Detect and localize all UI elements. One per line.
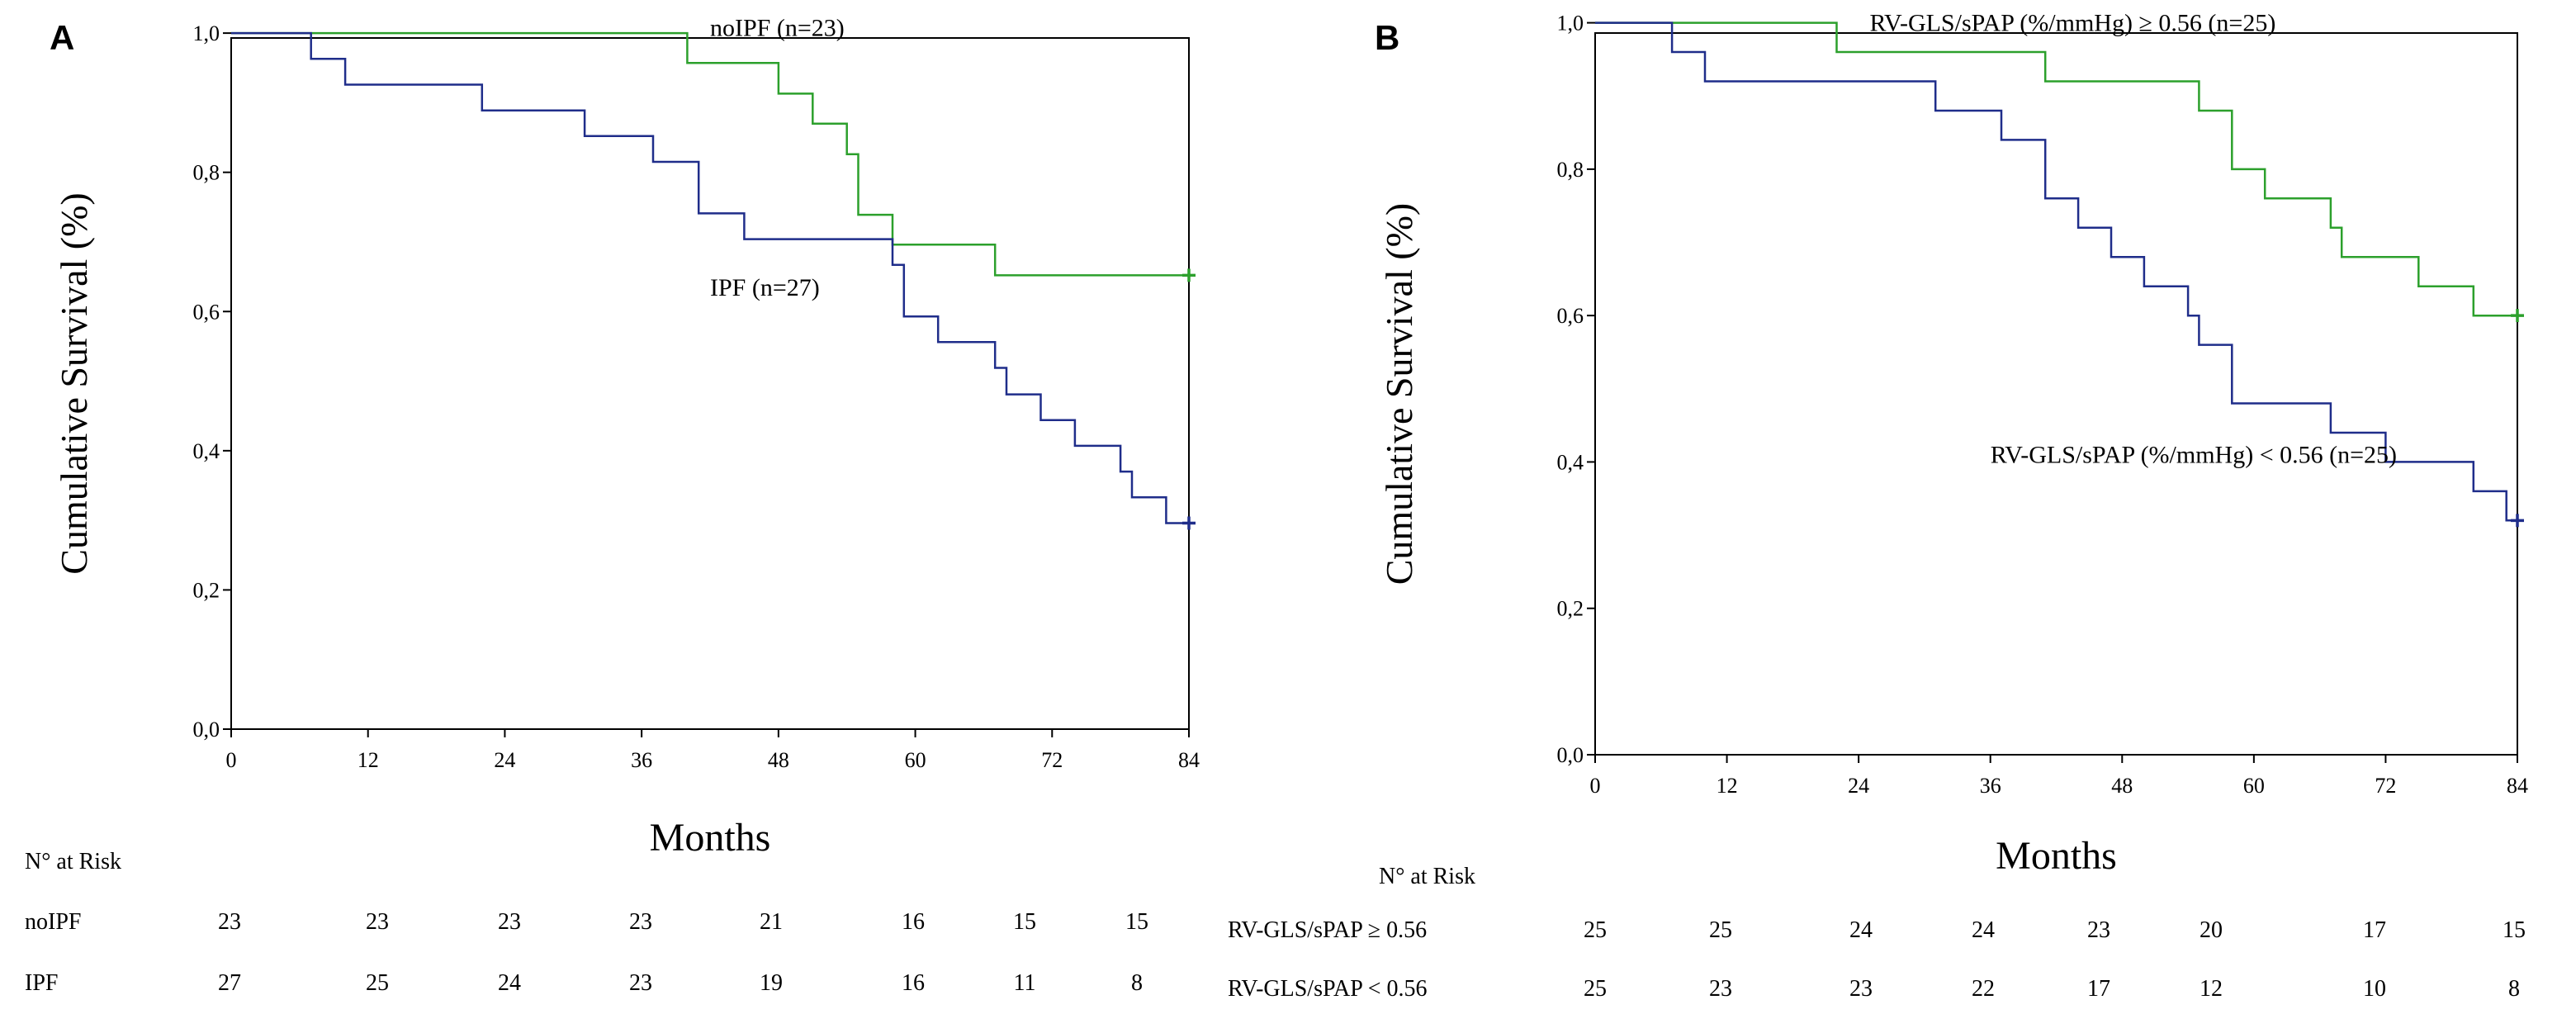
- y-axis-title: Cumulative Survival (%): [53, 192, 95, 574]
- risk-value: 19: [760, 970, 783, 996]
- risk-value: 25: [1584, 917, 1607, 943]
- risk-row-label: RV-GLS/sPAP < 0.56: [1228, 976, 1428, 1002]
- risk-value: 23: [629, 970, 652, 996]
- risk-value: 23: [498, 909, 521, 935]
- risk-value: 17: [2363, 917, 2386, 943]
- x-axis-title: Months: [650, 816, 771, 860]
- risk-value: 16: [902, 970, 925, 996]
- risk-value: 8: [2508, 976, 2520, 1002]
- y-tick-label: 0,8: [193, 161, 220, 185]
- risk-table-title: N° at Risk: [1379, 864, 1475, 889]
- panel-label: B: [1375, 18, 1399, 57]
- y-tick-label: 1,0: [1557, 12, 1584, 36]
- x-tick-label: 72: [2375, 774, 2396, 798]
- risk-value: 15: [1125, 909, 1148, 935]
- survival-curve-0: [231, 31, 1189, 277]
- x-axis-title: Months: [1996, 834, 2117, 878]
- survival-curve-1: [1595, 21, 2517, 522]
- chart-panel-a: A 0,0 0,2 0,4 0,6 0,8 1,0 0 12 24 36 48 60 72 84 Cumula…: [25, 14, 1200, 996]
- risk-value: 23: [366, 909, 389, 935]
- risk-value: 16: [902, 909, 925, 935]
- x-tick-label: 36: [631, 748, 652, 772]
- censor-mark: [2511, 514, 2524, 528]
- y-axis-title: Cumulative Survival (%): [1378, 203, 1420, 585]
- x-tick-label: 60: [905, 748, 926, 772]
- x-tick-label: 24: [494, 748, 515, 772]
- risk-value: 15: [2503, 917, 2526, 943]
- y-tick-label: 0,8: [1557, 158, 1584, 182]
- risk-value: 20: [2200, 917, 2223, 943]
- risk-value: 24: [498, 970, 521, 996]
- censor-mark: [2511, 309, 2524, 323]
- y-tick-label: 0,0: [1557, 743, 1584, 767]
- y-tick-label: 0,4: [193, 439, 220, 463]
- risk-value: 25: [366, 970, 389, 996]
- risk-value: 11: [1014, 970, 1036, 996]
- series-label: IPF (n=27): [710, 274, 820, 301]
- risk-value: 24: [1849, 917, 1873, 943]
- x-tick-label: 84: [1178, 748, 1200, 772]
- risk-value: 21: [760, 909, 783, 935]
- chart-panel-b: B 0,0 0,2 0,4 0,6 0,8 1,0 0 12 24 36 48 60 72 84 Cumula…: [1228, 10, 2528, 1002]
- risk-value: 17: [2087, 976, 2110, 1002]
- risk-value: 10: [2363, 976, 2386, 1002]
- x-tick-label: 12: [358, 748, 379, 772]
- series-label: RV-GLS/sPAP (%/mmHg) < 0.56 (n=25): [1991, 442, 2397, 469]
- risk-value: 23: [1849, 976, 1873, 1002]
- y-tick-label: 0,2: [193, 578, 220, 602]
- risk-row-label: RV-GLS/sPAP ≥ 0.56: [1228, 917, 1427, 943]
- risk-value: 23: [629, 909, 652, 935]
- risk-value: 8: [1131, 970, 1143, 996]
- x-tick-label: 60: [2243, 774, 2265, 798]
- x-tick-label: 12: [1717, 774, 1738, 798]
- risk-value: 23: [218, 909, 241, 935]
- x-tick-label: 24: [1848, 774, 1869, 798]
- risk-value: 25: [1584, 976, 1607, 1002]
- x-tick-label: 48: [2111, 774, 2133, 798]
- x-tick-label: 84: [2507, 774, 2528, 798]
- survival-curve-0: [1595, 21, 2517, 317]
- y-tick-label: 0,6: [193, 300, 220, 324]
- x-tick-label: 36: [1980, 774, 2001, 798]
- risk-value: 23: [2087, 917, 2110, 943]
- y-tick-label: 0,4: [1557, 450, 1584, 474]
- risk-value: 12: [2200, 976, 2223, 1002]
- y-tick-label: 0,6: [1557, 304, 1584, 328]
- risk-row-label: IPF: [25, 970, 58, 996]
- risk-value: 22: [1972, 976, 1995, 1002]
- risk-value: 23: [1709, 976, 1732, 1002]
- x-tick-label: 48: [768, 748, 789, 772]
- series-label: noIPF (n=23): [710, 14, 845, 41]
- x-tick-label: 0: [1590, 774, 1601, 798]
- series-label: RV-GLS/sPAP (%/mmHg) ≥ 0.56 (n=25): [1869, 10, 2275, 37]
- y-tick-label: 0,2: [1557, 597, 1584, 621]
- x-tick-label: 72: [1041, 748, 1063, 772]
- y-tick-label: 0,0: [193, 718, 220, 742]
- x-tick-label: 0: [226, 748, 237, 772]
- risk-value: 25: [1709, 917, 1732, 943]
- censor-mark: [1182, 268, 1196, 282]
- plot-frame: [230, 37, 1190, 730]
- panel-label: A: [50, 18, 74, 57]
- risk-row-label: noIPF: [25, 909, 81, 935]
- risk-value: 24: [1972, 917, 1995, 943]
- censor-mark: [1182, 516, 1196, 530]
- plot-frame: [1594, 32, 2518, 756]
- survival-curve-1: [231, 31, 1189, 524]
- risk-value: 27: [218, 970, 241, 996]
- risk-table-title: N° at Risk: [25, 849, 121, 874]
- y-tick-label: 1,0: [193, 21, 220, 45]
- risk-value: 15: [1013, 909, 1036, 935]
